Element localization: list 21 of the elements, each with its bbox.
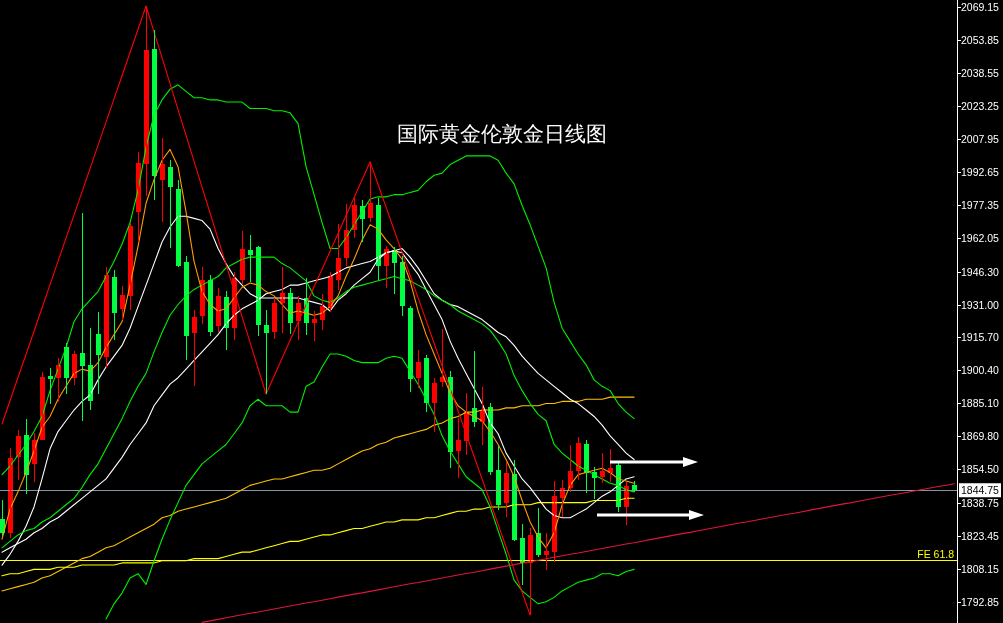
y-tick-label: 1823.45 <box>961 530 1000 542</box>
ref-line-label: FE 61.8 <box>917 547 955 560</box>
y-tick-label: 1915.70 <box>961 331 1000 343</box>
y-tick-label: 2053.85 <box>961 34 1000 46</box>
y-tick-label: 1946.30 <box>961 266 1000 278</box>
y-tick-label: 1792.85 <box>961 596 1000 608</box>
y-tick-label: 1808.15 <box>961 563 1000 575</box>
y-tick-label: 2007.95 <box>961 133 1000 145</box>
y-tick-label: 1931.00 <box>961 299 1000 311</box>
y-tick-label: 1869.80 <box>961 430 1000 442</box>
y-tick-label: 2038.55 <box>961 67 1000 79</box>
y-tick-label: 1854.50 <box>961 463 1000 475</box>
y-tick-label: 1977.35 <box>961 199 1000 211</box>
title: 国际黄金伦敦金日线图 <box>396 122 607 146</box>
y-tick-label: 1962.05 <box>961 232 1000 244</box>
y-tick-label: 1900.40 <box>961 364 1000 376</box>
y-tick-label: 2069.15 <box>961 1 1000 13</box>
y-tick-label: 2023.25 <box>961 100 1000 112</box>
y-tick-label: 1838.75 <box>961 497 1000 509</box>
y-tick-label: 1992.65 <box>961 166 1000 178</box>
y-tick-label: 1885.10 <box>961 397 1000 409</box>
